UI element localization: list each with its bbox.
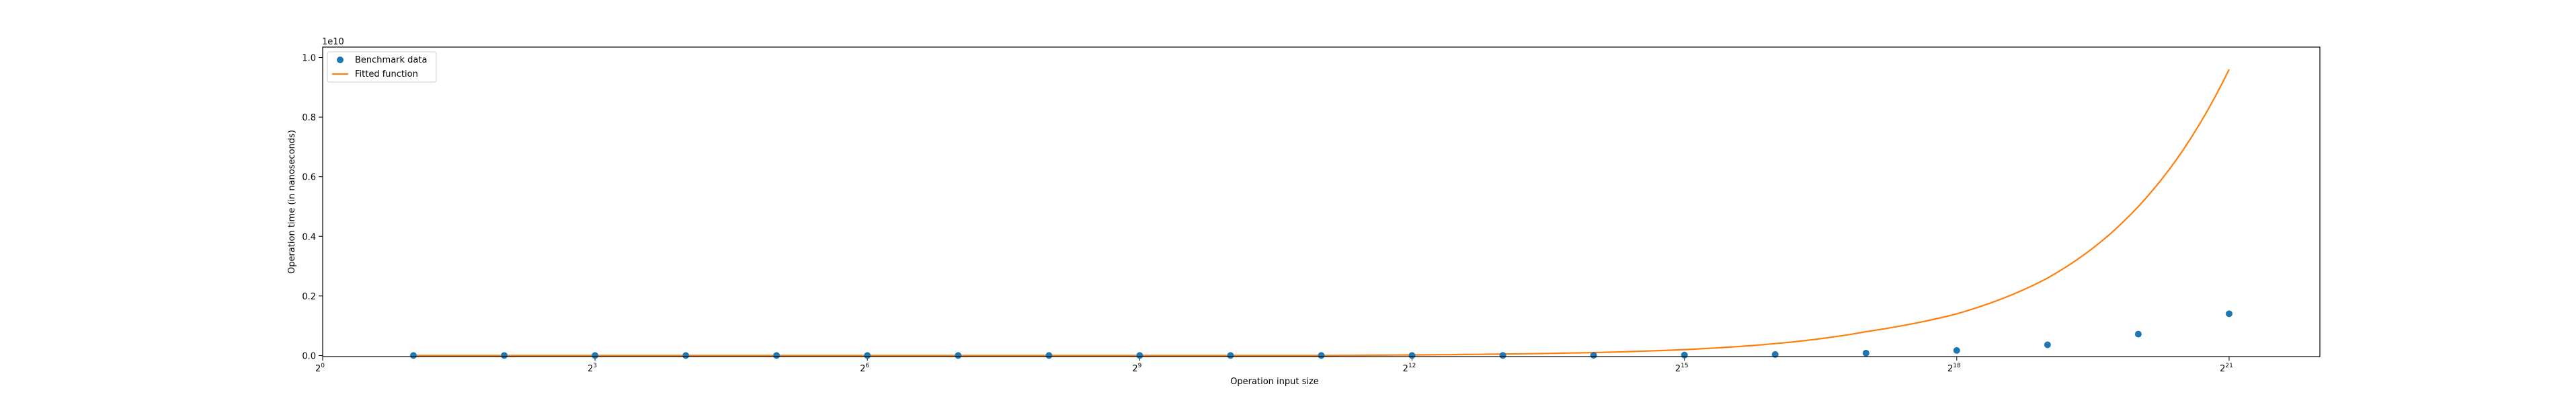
x-tick-exponent: 21 <box>2225 363 2232 369</box>
x-tick-base: 2 <box>2220 364 2225 374</box>
y-axis-offset-label: 1e10 <box>322 37 344 47</box>
x-tick-exponent: 9 <box>1138 363 1142 369</box>
y-axis-ticks: 0.0 0.2 0.4 0.6 0.8 1.0 <box>302 54 323 361</box>
benchmark-data-point <box>2134 330 2142 338</box>
legend-label-fitted: Fitted function <box>355 69 418 79</box>
x-tick-label: 26 <box>860 363 869 374</box>
benchmark-data-point <box>501 352 508 359</box>
y-tick-label: 0.0 <box>302 351 316 361</box>
benchmark-data-point <box>1681 351 1688 359</box>
x-tick-base: 2 <box>1403 364 1408 374</box>
benchmark-data-point <box>1953 346 1960 354</box>
benchmark-data-point <box>1408 352 1416 359</box>
x-tick-label: 23 <box>588 363 597 374</box>
legend: Benchmark data Fitted function <box>327 51 437 83</box>
x-tick-base: 2 <box>1132 364 1137 374</box>
benchmark-data-point <box>1499 352 1506 359</box>
legend-marker-benchmark <box>337 57 344 63</box>
x-tick-exponent: 12 <box>1408 363 1416 369</box>
x-tick-label: 20 <box>315 363 325 374</box>
x-tick-label: 221 <box>2220 363 2233 374</box>
benchmark-data-point <box>410 352 417 359</box>
x-axis-label: Operation input size <box>1230 377 1319 387</box>
x-tick-label: 212 <box>1403 363 1416 374</box>
benchmark-data-points <box>410 310 2232 359</box>
x-tick-base: 2 <box>588 364 593 374</box>
benchmark-data-point <box>1227 352 1234 359</box>
benchmark-data-point <box>1045 352 1053 359</box>
x-tick-label: 215 <box>1675 363 1689 374</box>
x-tick-exponent: 18 <box>1953 363 1961 369</box>
x-tick-exponent: 3 <box>593 363 597 369</box>
benchmark-data-point <box>1318 352 1325 359</box>
benchmark-data-point <box>773 352 780 359</box>
benchmark-data-point <box>955 352 962 359</box>
fitted-function-line <box>413 69 2230 357</box>
benchmark-data-point <box>592 352 599 359</box>
benchmark-data-point <box>2226 310 2232 318</box>
benchmark-data-point <box>1590 352 1597 359</box>
x-tick-base: 2 <box>1675 364 1681 374</box>
y-axis-label: Operation time (in nanoseconds) <box>287 130 297 274</box>
x-tick-exponent: 15 <box>1681 363 1688 369</box>
x-tick-label: 218 <box>1947 363 1961 374</box>
plot-frame <box>322 46 2321 357</box>
benchmark-data-point <box>1136 352 1143 359</box>
x-tick-base: 2 <box>860 364 865 374</box>
y-tick-label: 0.8 <box>302 113 316 123</box>
y-tick-label: 0.4 <box>302 232 316 242</box>
x-tick-exponent: 6 <box>866 363 870 369</box>
x-tick-base: 2 <box>1947 364 1953 374</box>
legend-label-benchmark: Benchmark data <box>355 55 427 65</box>
x-tick-label: 29 <box>1132 363 1141 374</box>
x-tick-exponent: 0 <box>321 363 325 369</box>
benchmark-data-point <box>682 352 690 359</box>
y-tick-label: 1.0 <box>302 54 316 64</box>
x-axis-ticks: 20 23 26 29 212 215 218 221 <box>315 357 2233 374</box>
benchmark-data-point <box>864 352 871 359</box>
y-tick-label: 0.6 <box>302 173 316 183</box>
benchmark-data-point <box>1862 349 1869 357</box>
y-tick-label: 0.2 <box>302 292 316 302</box>
x-tick-base: 2 <box>315 364 321 374</box>
benchmark-data-point <box>2044 341 2051 349</box>
legend-box <box>327 51 437 83</box>
